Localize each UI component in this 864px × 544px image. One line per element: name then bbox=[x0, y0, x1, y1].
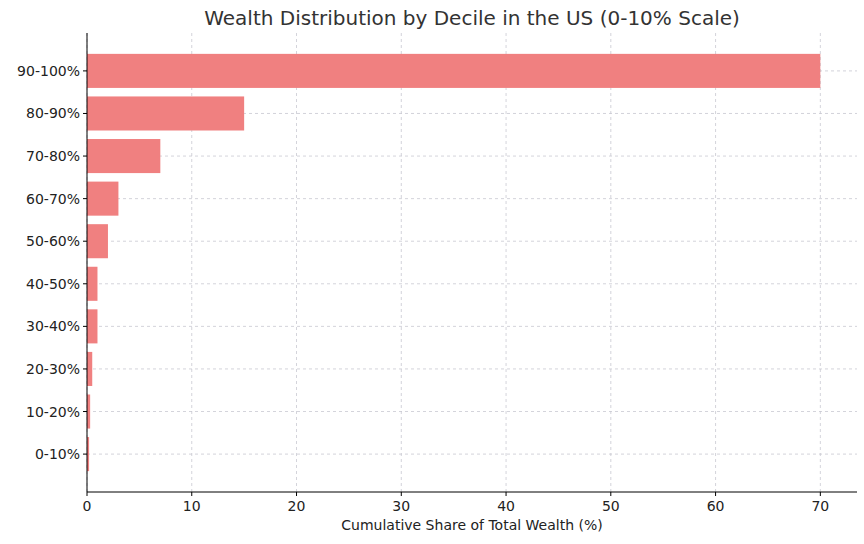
x-tick-label: 40 bbox=[497, 498, 515, 514]
chart-container: 0 10 20 30 40 50 60 70 0-10% 10-20% 20-30% 30-40% 40… bbox=[0, 0, 864, 544]
bar bbox=[87, 139, 160, 173]
y-tick bbox=[83, 113, 87, 114]
chart-title: Wealth Distribution by Decile in the US … bbox=[204, 6, 740, 30]
bars bbox=[87, 54, 820, 471]
y-tick-label: 0-10% bbox=[35, 446, 80, 462]
grid-line bbox=[87, 368, 857, 369]
bar bbox=[87, 182, 118, 216]
grid-line bbox=[87, 33, 88, 492]
bar bbox=[87, 96, 244, 130]
grid-line bbox=[610, 33, 611, 492]
grid-line bbox=[87, 326, 857, 327]
x-axis-label: Cumulative Share of Total Wealth (%) bbox=[341, 517, 602, 533]
chart-svg: 0 10 20 30 40 50 60 70 0-10% 10-20% 20-30% 30-40% 40… bbox=[0, 0, 864, 544]
y-tick bbox=[83, 241, 87, 242]
grid-line bbox=[87, 283, 857, 284]
y-tick-label: 50-60% bbox=[26, 233, 80, 249]
y-tick-label: 20-30% bbox=[26, 361, 80, 377]
bar bbox=[87, 267, 97, 301]
grid bbox=[87, 33, 857, 492]
y-tick bbox=[83, 156, 87, 157]
y-tick-label: 70-80% bbox=[26, 148, 80, 164]
x-tick bbox=[715, 492, 716, 496]
x-tick-label: 70 bbox=[811, 498, 829, 514]
x-tick-label: 60 bbox=[707, 498, 725, 514]
y-tick-label: 60-70% bbox=[26, 191, 80, 207]
grid-line bbox=[87, 198, 857, 199]
y-tick bbox=[83, 198, 87, 199]
y-tick bbox=[83, 368, 87, 369]
x-tick bbox=[610, 492, 611, 496]
grid-line bbox=[401, 33, 402, 492]
y-tick-label: 40-50% bbox=[26, 276, 80, 292]
bar bbox=[87, 54, 820, 88]
grid-line bbox=[506, 33, 507, 492]
axes: 0 10 20 30 40 50 60 70 0-10% 10-20% 20-30% 30-40% 40… bbox=[17, 33, 857, 514]
bar bbox=[87, 224, 108, 258]
x-tick-label: 30 bbox=[392, 498, 410, 514]
y-tick bbox=[83, 283, 87, 284]
grid-line bbox=[87, 411, 857, 412]
bar bbox=[87, 309, 97, 343]
grid-line bbox=[715, 33, 716, 492]
x-tick-label: 20 bbox=[288, 498, 306, 514]
x-tick-label: 10 bbox=[183, 498, 201, 514]
y-tick bbox=[83, 70, 87, 71]
grid-line bbox=[820, 33, 821, 492]
y-tick-label: 90-100% bbox=[17, 63, 80, 79]
y-tick bbox=[83, 326, 87, 327]
y-tick-label: 80-90% bbox=[26, 105, 80, 121]
y-tick bbox=[83, 454, 87, 455]
bar bbox=[87, 352, 92, 386]
x-tick-label: 50 bbox=[602, 498, 620, 514]
grid-line bbox=[87, 156, 857, 157]
x-tick bbox=[401, 492, 402, 496]
x-axis-line bbox=[87, 492, 857, 493]
x-tick bbox=[296, 492, 297, 496]
x-tick bbox=[506, 492, 507, 496]
x-tick bbox=[820, 492, 821, 496]
grid-line bbox=[296, 33, 297, 492]
y-tick-label: 30-40% bbox=[26, 318, 80, 334]
y-axis-line bbox=[87, 33, 88, 492]
grid-line bbox=[87, 241, 857, 242]
grid-line bbox=[87, 454, 857, 455]
x-tick-label: 0 bbox=[83, 498, 92, 514]
y-tick bbox=[83, 411, 87, 412]
x-tick bbox=[191, 492, 192, 496]
x-tick bbox=[87, 492, 88, 496]
y-tick-label: 10-20% bbox=[26, 404, 80, 420]
